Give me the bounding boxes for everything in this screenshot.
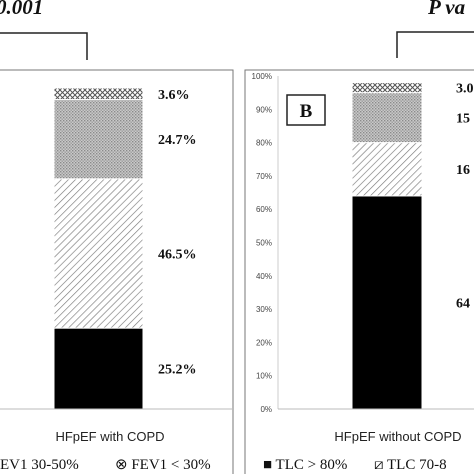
legend-entry-a-2: ⊗ FEV1 < 30% bbox=[115, 457, 211, 473]
y-tick-label-b-9: 90% bbox=[256, 105, 272, 114]
significance-bracket-b bbox=[396, 31, 474, 58]
y-tick-label-b-10: 100% bbox=[252, 72, 272, 81]
panel-frame-b bbox=[244, 69, 474, 474]
data-label-b-3: 15 bbox=[456, 112, 470, 127]
y-tick-label-b-8: 80% bbox=[256, 139, 272, 148]
data-label-a-4: 3.6% bbox=[158, 88, 190, 103]
y-tick-label-b-1: 10% bbox=[256, 372, 272, 381]
y-tick-label-b-6: 60% bbox=[256, 205, 272, 214]
data-label-b-4: 3.0 bbox=[456, 82, 474, 97]
y-tick-label-b-0: 0% bbox=[260, 405, 272, 414]
y-tick-label-b-4: 40% bbox=[256, 272, 272, 281]
data-label-a-2: 46.5% bbox=[158, 247, 197, 262]
y-tick-label-b-3: 30% bbox=[256, 305, 272, 314]
bar-segment-b-4 bbox=[351, 82, 423, 94]
bar-segment-a-4 bbox=[53, 87, 144, 101]
panel-frame-a bbox=[0, 69, 234, 474]
data-label-a-3: 24.7% bbox=[158, 133, 197, 148]
y-tick-label-b-2: 20% bbox=[256, 338, 272, 347]
data-label-b-1: 64 bbox=[456, 296, 470, 311]
y-tick-label-b-5: 50% bbox=[256, 239, 272, 248]
bar-segment-b-3 bbox=[351, 92, 423, 144]
p-value-label-a: 0.001 bbox=[0, 0, 43, 19]
bar-segment-a-3 bbox=[53, 99, 144, 180]
x-category-label-a: HFpEF with COPD bbox=[55, 429, 164, 444]
panel-label-b: B bbox=[300, 101, 313, 122]
y-tick-label-b-7: 70% bbox=[256, 172, 272, 181]
legend-entry-b-2: ⧄ TLC 70-8 bbox=[374, 457, 447, 473]
bar-segment-a-1 bbox=[53, 327, 144, 410]
panel-a: 0.001 25.2% 46.5% 24.7% 3.6% HFpEF with COP… bbox=[0, 0, 234, 474]
legend-entry-a-1: EV1 30-50% bbox=[0, 457, 79, 473]
data-label-b-2: 16 bbox=[456, 163, 470, 178]
bar-segment-a-2 bbox=[53, 178, 144, 329]
panel-label-box-b bbox=[286, 94, 326, 126]
data-label-a-1: 25.2% bbox=[158, 363, 197, 378]
bar-segment-b-2 bbox=[351, 142, 423, 197]
x-category-label-b: HFpEF without COPD bbox=[334, 429, 461, 444]
significance-bracket-a bbox=[0, 32, 88, 60]
panel-b: P va B 0% 10% 20% 30% 40% 50% 60% 70% 80% 90% 100%… bbox=[244, 0, 474, 474]
bar-segment-b-1 bbox=[351, 195, 423, 410]
legend-entry-b-1: ■ TLC > 80% bbox=[263, 457, 347, 473]
p-value-label-b: P va bbox=[427, 0, 465, 19]
